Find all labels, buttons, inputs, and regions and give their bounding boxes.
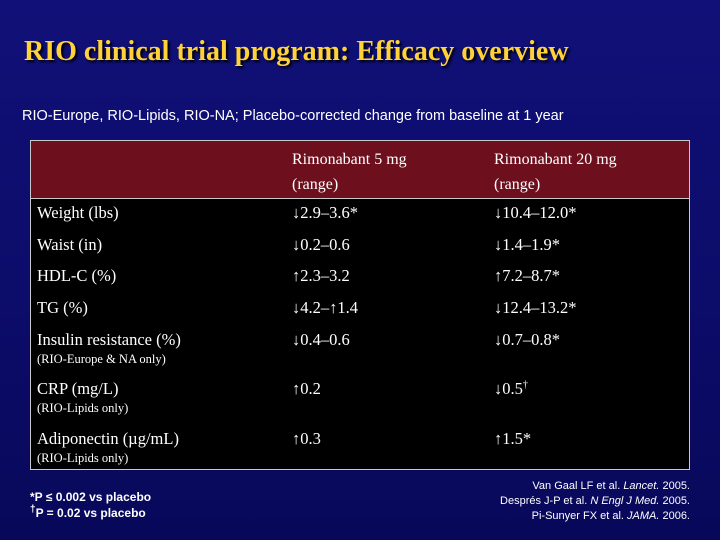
value-20mg: ↓0.5† — [494, 379, 528, 398]
footnote-dagger: †P = 0.02 vs placebo — [30, 504, 146, 521]
row-note: (RIO-Europe & NA only) — [37, 352, 166, 366]
value-5mg: ↑0.3 — [292, 429, 321, 448]
header-rimonabant-20mg: Rimonabant 20 mg (range) — [494, 151, 617, 193]
value-5mg: ↑0.2 — [292, 379, 321, 398]
slide-subtitle: RIO-Europe, RIO-Lipids, RIO-NA; Placebo-… — [22, 108, 564, 124]
row-label: TG (%) — [37, 298, 88, 317]
row-label: Weight (lbs) — [37, 203, 119, 222]
value-20mg: ↓12.4–13.2* — [494, 298, 577, 317]
row-label: Waist (in) — [37, 235, 103, 254]
row-label: HDL-C (%) — [37, 266, 117, 285]
value-20mg: ↑7.2–8.7* — [494, 266, 560, 285]
value-5mg: ↑2.3–3.2 — [292, 266, 350, 285]
footnotes: *P ≤ 0.002 vs placebo †P = 0.02 vs place… — [30, 489, 151, 521]
value-5mg: ↓0.4–0.6 — [292, 330, 350, 349]
table-header: Rimonabant 5 mg (range) Rimonabant 20 mg… — [31, 141, 689, 199]
efficacy-table: Rimonabant 5 mg (range) Rimonabant 20 mg… — [30, 140, 690, 470]
value-20mg: ↓0.7–0.8* — [494, 330, 560, 349]
value-20mg: ↓1.4–1.9* — [494, 235, 560, 254]
reference-item: Pi-Sunyer FX et al. JAMA. 2006. — [531, 510, 690, 522]
row-note: (RIO-Lipids only) — [37, 401, 129, 415]
dagger-mark: † — [522, 379, 528, 391]
footnote-significance: *P ≤ 0.002 vs placebo — [30, 490, 152, 504]
value-20mg: ↑1.5* — [494, 429, 532, 448]
row-label: Adiponectin (µg/mL) — [37, 429, 179, 448]
row-label: CRP (mg/L) — [37, 379, 119, 398]
header-rimonabant-5mg: Rimonabant 5 mg (range) — [292, 151, 407, 193]
row-label: Insulin resistance (%) — [37, 330, 181, 349]
row-note: (RIO-Lipids only) — [37, 451, 129, 465]
references: Van Gaal LF et al. Lancet. 2005. Després… — [500, 479, 690, 524]
reference-item: Van Gaal LF et al. Lancet. 2005. — [532, 480, 690, 492]
value-5mg: ↓4.2–↑1.4 — [292, 298, 358, 317]
slide-title: RIO clinical trial program: Efficacy ove… — [24, 36, 569, 67]
reference-item: Després J-P et al. N Engl J Med. 2005. — [500, 495, 690, 507]
value-5mg: ↓2.9–3.6* — [292, 203, 358, 222]
value-20mg: ↓10.4–12.0* — [494, 203, 577, 222]
value-5mg: ↓0.2–0.6 — [292, 235, 350, 254]
